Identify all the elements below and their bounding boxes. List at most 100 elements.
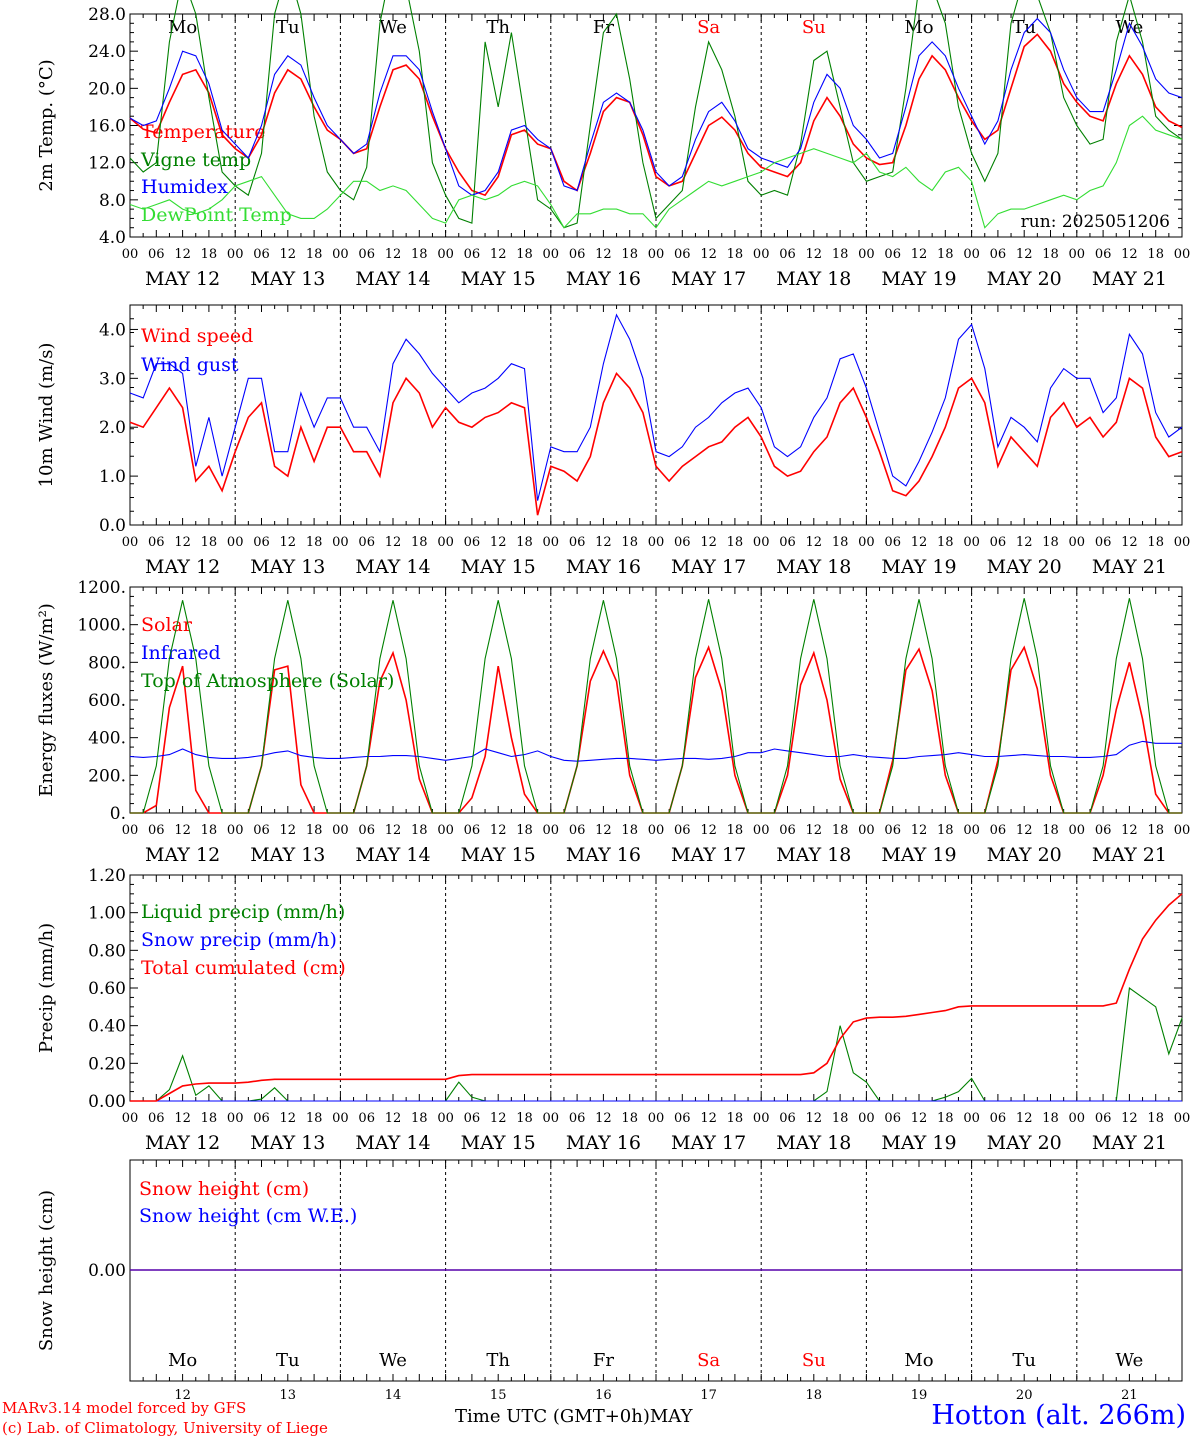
x-hour-label: 00 (648, 247, 665, 262)
x-hour-label: 18 (1042, 823, 1059, 838)
x-hour-label: 18 (201, 535, 218, 550)
weekday-label: Tu (1012, 17, 1036, 38)
y-tick-label: 2.0 (99, 418, 126, 438)
day-number-label: 14 (385, 1388, 402, 1403)
x-hour-label: 18 (727, 823, 744, 838)
x-hour-label: 00 (858, 535, 875, 550)
x-hour-label: 06 (674, 535, 691, 550)
x-hour-label: 12 (911, 247, 928, 262)
x-hour-label: 12 (174, 535, 191, 550)
x-hour-label: 18 (201, 823, 218, 838)
x-hour-label: 00 (543, 1111, 560, 1126)
x-hour-label: 00 (437, 823, 454, 838)
x-hour-label: 12 (280, 1111, 297, 1126)
y-tick-label: 4.0 (99, 228, 126, 248)
x-hour-label: 06 (358, 1111, 375, 1126)
x-hour-label: 18 (832, 535, 849, 550)
weekday-label: Fr (593, 1350, 614, 1371)
x-hour-label: 06 (674, 823, 691, 838)
weekday-label: Tu (276, 1350, 300, 1371)
x-hour-label: 12 (174, 823, 191, 838)
x-hour-label: 06 (358, 823, 375, 838)
x-date-label: MAY 15 (461, 556, 536, 578)
x-hour-label: 00 (122, 823, 139, 838)
x-date-label: MAY 15 (461, 268, 536, 290)
x-hour-label: 18 (1042, 247, 1059, 262)
x-date-label: MAY 18 (776, 1132, 851, 1154)
x-hour-label: 18 (621, 535, 638, 550)
weekday-label: Th (486, 1350, 510, 1371)
y-tick-label: 1.00 (88, 904, 126, 924)
x-hour-label: 06 (779, 823, 796, 838)
x-hour-label: 18 (306, 535, 323, 550)
y-axis-label: Energy fluxes (W/m²) (36, 603, 57, 797)
x-hour-label: 12 (1121, 535, 1138, 550)
x-hour-label: 06 (253, 823, 270, 838)
x-hour-label: 00 (332, 535, 349, 550)
x-hour-label: 00 (332, 247, 349, 262)
x-hour-label: 00 (227, 247, 244, 262)
y-axis-label: 10m Wind (m/s) (36, 343, 57, 488)
x-hour-label: 12 (806, 823, 823, 838)
x-hour-label: 18 (937, 247, 954, 262)
station-name: Hotton (alt. 266m) (931, 1400, 1186, 1431)
series-line-top-of-atmosphere-solar- (130, 598, 1182, 814)
x-hour-label: 12 (595, 1111, 612, 1126)
y-tick-label: 0.00 (88, 1261, 126, 1281)
x-hour-label: 18 (621, 823, 638, 838)
y-axis-label: Snow height (cm) (36, 1190, 57, 1351)
x-hour-label: 12 (806, 1111, 823, 1126)
y-axis-label: 2m Temp. (°C) (36, 59, 57, 191)
run-annotation: run: 2025051206 (1021, 212, 1170, 232)
x-hour-label: 06 (148, 1111, 165, 1126)
x-date-label: MAY 18 (776, 844, 851, 866)
panel-4: 0.00 0.20 0.40 0.60 0.80 1.00 1.20 Precip (mm/h… (36, 866, 1190, 1154)
x-hour-label: 06 (1095, 823, 1112, 838)
x-date-label: MAY 20 (987, 1132, 1062, 1154)
month-label: MAY (649, 1406, 693, 1427)
x-hour-label: 06 (253, 1111, 270, 1126)
series-line-dewpoint-temp (129, 115, 1183, 229)
y-tick-label: 0. (110, 804, 126, 824)
weekday-label: Su (802, 1350, 826, 1371)
x-hour-label: 06 (884, 247, 901, 262)
x-hour-label: 18 (1147, 247, 1164, 262)
legend-label: Snow height (cm) (139, 1178, 309, 1200)
x-hour-label: 12 (1121, 1111, 1138, 1126)
series-line-vigne-temp (129, 0, 1183, 229)
series-line-total-cumulated-cm- (130, 893, 1183, 1102)
x-hour-label: 00 (437, 247, 454, 262)
legend-label: Wind speed (141, 325, 253, 347)
weekday-label: Mo (168, 1350, 197, 1371)
x-date-label: MAY 13 (250, 268, 325, 290)
x-hour-label: 06 (464, 247, 481, 262)
x-hour-label: 06 (1095, 1111, 1112, 1126)
x-hour-label: 00 (543, 535, 560, 550)
x-hour-label: 18 (411, 823, 428, 838)
legend-label: Total cumulated (cm) (141, 957, 346, 979)
x-hour-label: 18 (201, 1111, 218, 1126)
x-hour-label: 06 (884, 823, 901, 838)
x-hour-label: 06 (674, 247, 691, 262)
y-tick-label: 600. (88, 691, 126, 711)
x-hour-label: 00 (227, 535, 244, 550)
x-hour-label: 00 (332, 823, 349, 838)
panel-5: 0.00 Snow height (cm) Mo Tu We Th Fr Sa Su Mo Tu We… (36, 1159, 1183, 1403)
x-hour-label: 00 (858, 1111, 875, 1126)
x-date-label: MAY 13 (250, 556, 325, 578)
x-hour-label: 06 (464, 1111, 481, 1126)
weekday-label: We (1116, 1350, 1144, 1371)
x-hour-label: 00 (1174, 1111, 1191, 1126)
x-hour-label: 00 (1069, 247, 1086, 262)
day-number-label: 13 (280, 1388, 297, 1403)
x-date-label: MAY 19 (881, 268, 956, 290)
x-date-label: MAY 14 (355, 556, 430, 578)
x-date-label: MAY 19 (881, 556, 956, 578)
x-hour-label: 00 (963, 535, 980, 550)
x-hour-label: 06 (884, 535, 901, 550)
x-hour-label: 12 (1121, 823, 1138, 838)
x-hour-label: 12 (700, 823, 717, 838)
x-hour-label: 18 (1147, 535, 1164, 550)
legend-label: Humidex (141, 176, 228, 198)
x-hour-label: 00 (543, 823, 560, 838)
